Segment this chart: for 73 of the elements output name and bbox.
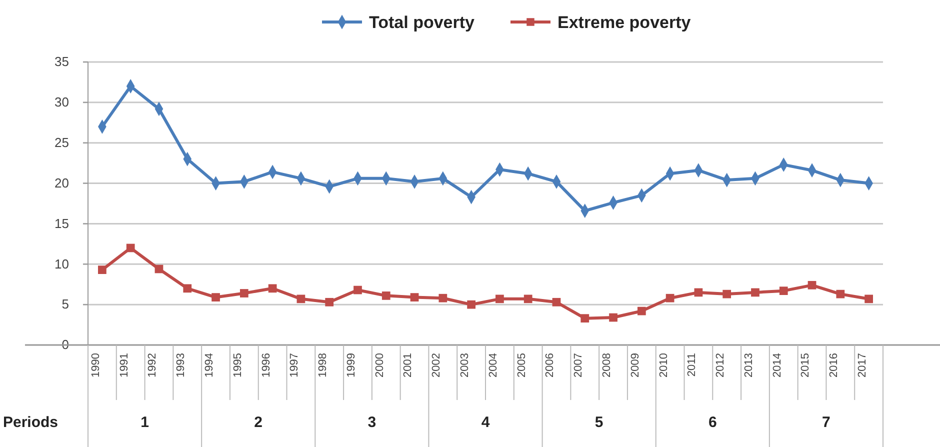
point xyxy=(722,290,732,298)
x-tick-label: 2014 xyxy=(771,353,784,378)
point xyxy=(609,313,618,322)
point xyxy=(524,294,532,304)
x-tick-label: 1990 xyxy=(90,353,102,378)
y-tick-label: 30 xyxy=(54,94,69,110)
text: Periods xyxy=(3,414,58,431)
x-tick-label: 2005 xyxy=(516,353,528,378)
point xyxy=(751,288,760,297)
x-tick-label: 2009 xyxy=(629,353,642,378)
point xyxy=(580,314,590,322)
x-tick-label: 1998 xyxy=(317,353,330,378)
text: 2 xyxy=(254,414,263,431)
x-tick-label: 2006 xyxy=(544,353,556,378)
point xyxy=(496,294,504,304)
y-tick-label: 35 xyxy=(54,54,69,70)
point xyxy=(864,294,873,304)
y-tick-label: 15 xyxy=(54,216,69,231)
x-tick-label: 2017 xyxy=(856,353,869,378)
point xyxy=(779,286,788,296)
point xyxy=(836,290,845,298)
point xyxy=(552,298,561,306)
x-tick-label: 1994 xyxy=(203,353,216,378)
point xyxy=(183,284,192,293)
x-tick-label: 2015 xyxy=(800,353,812,378)
point xyxy=(354,286,362,294)
y-tick-label: 20 xyxy=(54,175,69,190)
y-tick-label: 10 xyxy=(54,256,69,272)
text: 3 xyxy=(368,414,376,431)
point xyxy=(296,294,306,304)
legend-label: Total poverty xyxy=(369,13,476,32)
x-tick-label: 1996 xyxy=(260,353,272,378)
point xyxy=(126,244,135,252)
y-tick-label: 5 xyxy=(62,296,69,312)
x-tick-label: 1997 xyxy=(288,353,301,378)
x-tick-label: 2008 xyxy=(600,353,613,378)
point xyxy=(240,289,248,298)
text: 6 xyxy=(708,414,717,431)
y-tick-label: 25 xyxy=(54,135,69,150)
x-tick-label: 2012 xyxy=(714,353,727,378)
x-tick-label: 2011 xyxy=(686,353,698,377)
point xyxy=(154,264,164,274)
x-tick-label: 1999 xyxy=(345,353,358,378)
x-tick-label: 2013 xyxy=(742,353,755,378)
x-tick-label: 1995 xyxy=(232,353,244,378)
text: 5 xyxy=(594,414,604,431)
text: 4 xyxy=(481,414,490,431)
point xyxy=(808,280,816,290)
x-tick-label: 2004 xyxy=(487,353,500,378)
x-tick-label: 1991 xyxy=(118,353,130,378)
x-tick-label: 2007 xyxy=(572,353,585,378)
x-tick-label: 2001 xyxy=(402,353,414,378)
point xyxy=(212,293,220,302)
point xyxy=(438,294,448,302)
point xyxy=(268,284,277,293)
text: 7 xyxy=(822,414,830,431)
point xyxy=(666,294,674,302)
x-tick-label: 2010 xyxy=(658,353,670,378)
x-tick-label: 1992 xyxy=(146,353,159,378)
point xyxy=(382,291,390,300)
text: 1 xyxy=(140,414,149,431)
x-tick-label: 2003 xyxy=(459,353,472,378)
point xyxy=(637,306,646,316)
x-tick-label: 1993 xyxy=(175,353,188,378)
point xyxy=(325,298,334,306)
x-tick-label: 2002 xyxy=(430,353,443,378)
point xyxy=(98,266,106,274)
x-tick-label: 2000 xyxy=(374,353,386,378)
legend-label: Extreme poverty xyxy=(557,13,692,32)
x-tick-label: 2016 xyxy=(828,353,840,378)
point xyxy=(467,300,476,309)
point xyxy=(694,288,703,297)
point xyxy=(410,293,419,302)
